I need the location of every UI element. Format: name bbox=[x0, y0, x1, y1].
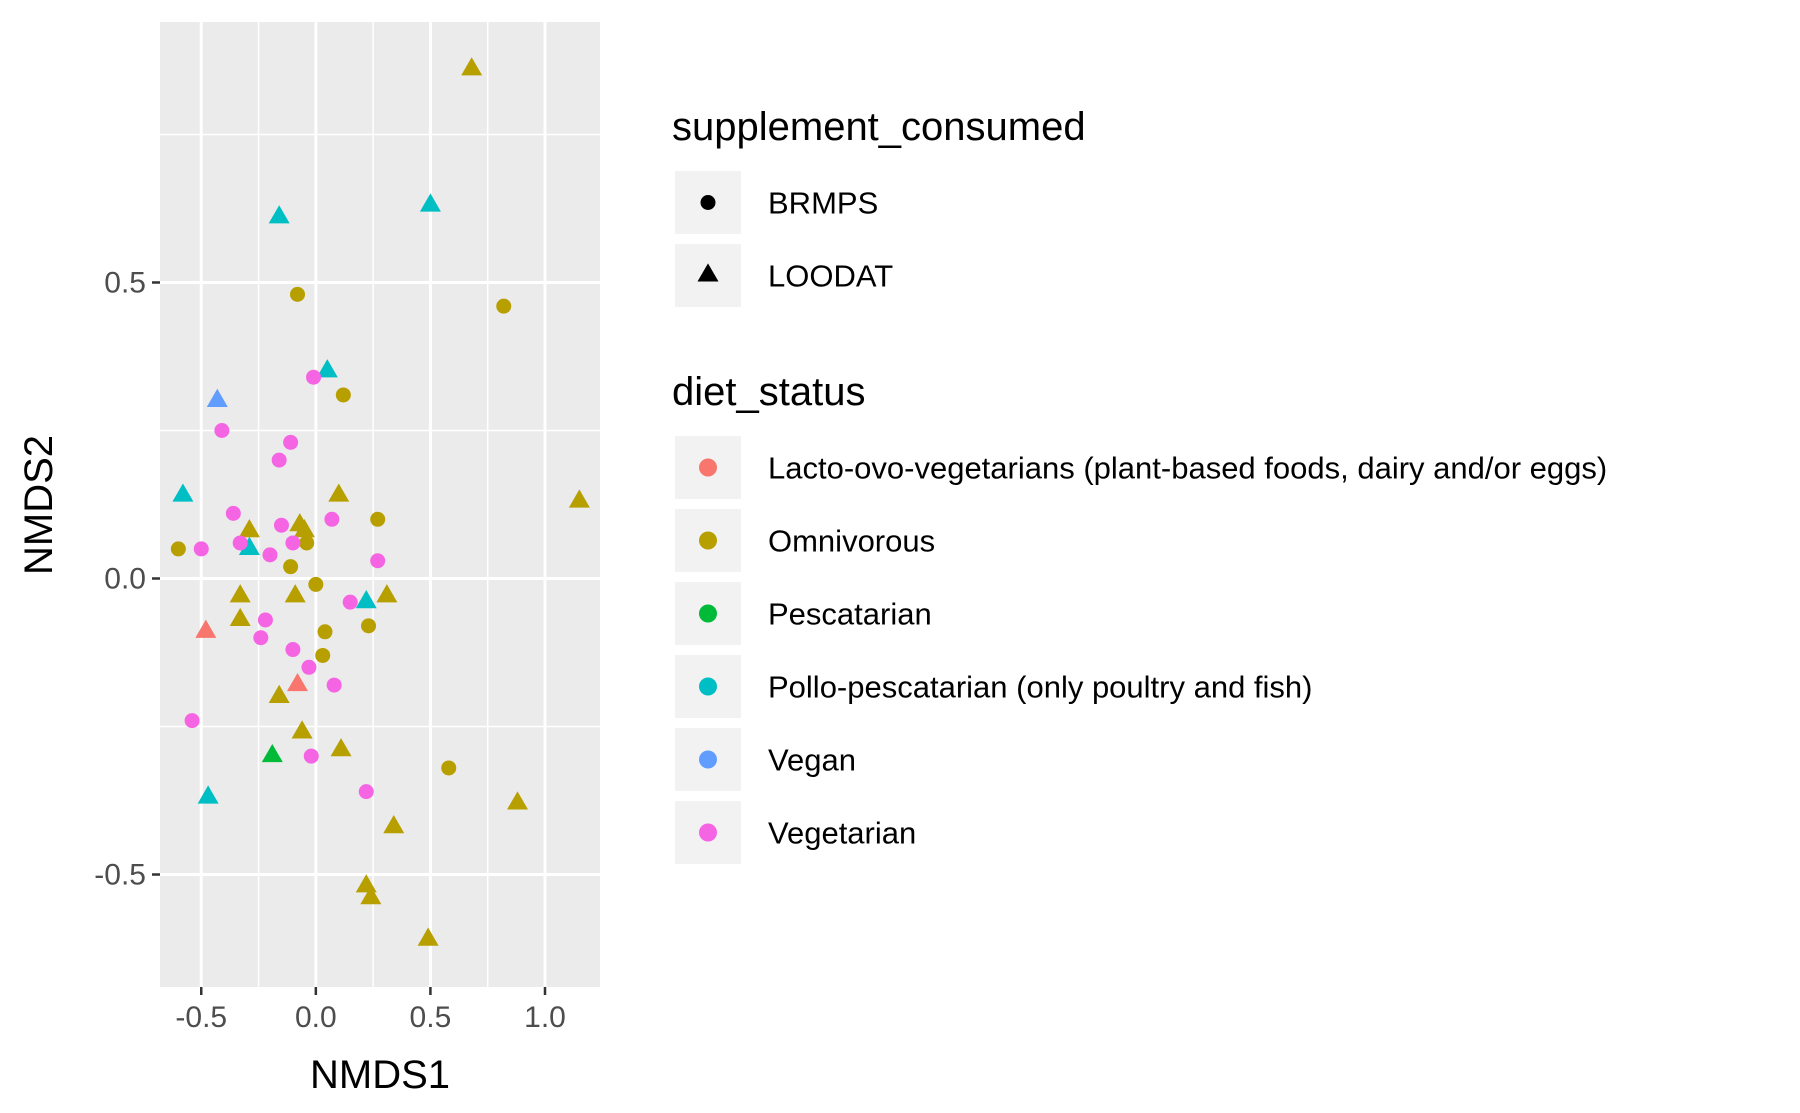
axes: -0.5 0.0 0.5 1.0 -0.5 0.0 0.5 bbox=[94, 266, 566, 1034]
legend-color-swatch bbox=[699, 458, 717, 477]
data-point-circle bbox=[324, 511, 340, 527]
data-point-circle bbox=[225, 505, 241, 521]
data-point-circle bbox=[303, 748, 319, 764]
data-point-circle bbox=[358, 784, 374, 800]
data-point-circle bbox=[253, 630, 269, 646]
legend-color-swatch bbox=[699, 604, 717, 623]
data-point-triangle bbox=[568, 489, 590, 508]
data-point-triangle bbox=[195, 619, 217, 638]
data-point-triangle bbox=[261, 743, 283, 763]
data-point-circle bbox=[285, 535, 301, 551]
legend-label: Omnivorous bbox=[768, 524, 935, 559]
data-point-triangle bbox=[287, 672, 308, 692]
data-point-circle bbox=[184, 713, 200, 729]
legend-title: supplement_consumed bbox=[672, 105, 1086, 149]
data-point-circle bbox=[315, 647, 331, 663]
data-point-circle bbox=[441, 760, 457, 776]
x-tick-label: 1.0 bbox=[524, 1001, 566, 1034]
legend-label: Vegan bbox=[768, 743, 856, 778]
data-point-circle bbox=[301, 659, 317, 675]
legend-label: Vegetarian bbox=[768, 816, 916, 851]
data-points bbox=[170, 57, 590, 946]
data-point-circle bbox=[262, 547, 278, 563]
legend-color-swatch bbox=[699, 677, 717, 696]
x-axis-title: NMDS1 bbox=[310, 1053, 450, 1097]
legend-color-swatch bbox=[699, 531, 717, 550]
data-point-circle bbox=[285, 642, 301, 658]
data-point-circle bbox=[271, 452, 287, 468]
legend-title: diet_status bbox=[672, 370, 865, 414]
data-point-circle bbox=[335, 387, 351, 403]
data-point-triangle bbox=[206, 388, 228, 407]
data-point-circle bbox=[257, 612, 273, 628]
x-tick-label: 0.5 bbox=[410, 1001, 452, 1034]
data-point-triangle bbox=[316, 359, 338, 378]
legend-circle-swatch bbox=[700, 195, 716, 210]
data-point-triangle bbox=[229, 607, 251, 627]
data-point-circle bbox=[326, 677, 342, 693]
data-point-triangle bbox=[284, 584, 306, 603]
legend-label: LOODAT bbox=[768, 259, 893, 294]
data-point-circle bbox=[317, 624, 333, 640]
data-point-circle bbox=[306, 369, 322, 385]
data-point-triangle bbox=[268, 684, 290, 703]
data-point-triangle bbox=[293, 519, 315, 538]
data-point-circle bbox=[308, 576, 324, 592]
data-point-circle bbox=[193, 541, 209, 557]
data-point-circle bbox=[214, 422, 230, 438]
data-point-triangle bbox=[330, 738, 352, 757]
data-point-triangle bbox=[417, 927, 439, 946]
y-tick-label: 0.0 bbox=[104, 563, 146, 596]
grid-major bbox=[160, 22, 600, 987]
data-point-circle bbox=[273, 517, 289, 533]
data-point-circle bbox=[283, 434, 299, 450]
data-point-circle bbox=[342, 594, 358, 610]
x-tick-label: -0.5 bbox=[175, 1001, 227, 1034]
data-point-triangle bbox=[328, 483, 350, 502]
y-tick-label: -0.5 bbox=[94, 859, 146, 892]
legend-label: Lacto-ovo-vegetarians (plant-based foods… bbox=[768, 451, 1607, 486]
data-point-triangle bbox=[238, 519, 260, 538]
data-point-circle bbox=[370, 553, 386, 569]
data-point-triangle bbox=[383, 815, 405, 834]
data-point-circle bbox=[232, 535, 248, 551]
data-point-triangle bbox=[419, 193, 441, 212]
data-point-triangle bbox=[229, 584, 251, 603]
legend-triangle-swatch bbox=[697, 263, 719, 282]
data-point-triangle bbox=[238, 536, 260, 555]
data-point-circle bbox=[170, 541, 186, 557]
data-point-triangle bbox=[291, 720, 313, 739]
y-tick-label: 0.5 bbox=[104, 266, 146, 299]
legend-label: Pescatarian bbox=[768, 597, 932, 632]
data-point-triangle bbox=[172, 483, 194, 502]
data-point-triangle bbox=[376, 584, 398, 603]
data-point-circle bbox=[283, 559, 299, 575]
data-point-circle bbox=[299, 535, 315, 551]
legend-label: BRMPS bbox=[768, 186, 878, 221]
plot-panel bbox=[160, 22, 600, 987]
data-point-triangle bbox=[197, 785, 219, 804]
legend-label: Pollo-pescatarian (only poultry and fish… bbox=[768, 670, 1313, 705]
data-point-triangle bbox=[268, 205, 290, 224]
data-point-triangle bbox=[461, 57, 483, 76]
data-point-triangle bbox=[507, 791, 528, 810]
data-point-circle bbox=[370, 511, 386, 527]
legend-color-swatch bbox=[699, 750, 717, 769]
y-axis-title: NMDS2 bbox=[17, 435, 61, 575]
data-point-circle bbox=[496, 298, 512, 314]
data-point-triangle bbox=[355, 590, 377, 609]
x-tick-label: 0.0 bbox=[295, 1001, 337, 1034]
legend: supplement_consumed BRMPS LOODAT diet_statu… bbox=[672, 105, 1607, 864]
grid-minor bbox=[160, 22, 600, 987]
data-point-triangle bbox=[360, 886, 382, 905]
data-point-circle bbox=[290, 286, 305, 302]
legend-color-swatch bbox=[699, 823, 717, 842]
data-point-circle bbox=[361, 618, 377, 634]
